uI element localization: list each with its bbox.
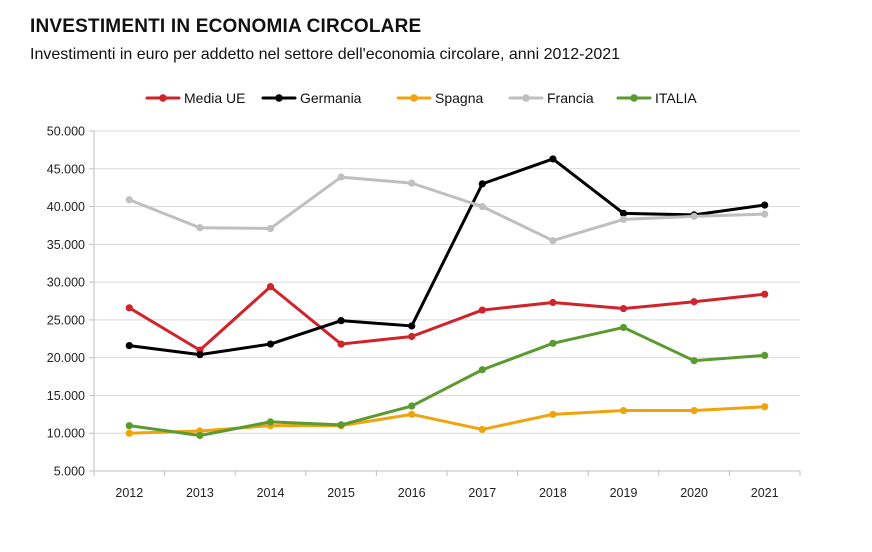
data-point-francia	[690, 212, 698, 220]
data-point-germania	[196, 351, 204, 359]
data-point-media-ue	[761, 290, 769, 298]
data-point-francia	[408, 179, 416, 187]
y-tick-label: 5.000	[54, 465, 85, 479]
data-point-media-ue	[408, 332, 416, 341]
y-tick-label: 50.000	[47, 125, 85, 139]
data-point-italia	[478, 366, 486, 374]
x-tick-label: 2014	[257, 486, 285, 500]
y-tick-label: 40.000	[47, 200, 85, 214]
data-point-italia	[619, 323, 628, 332]
data-point-francia	[337, 173, 345, 181]
legend-swatch-marker	[522, 94, 530, 102]
axes	[89, 130, 801, 476]
legend-item-francia: Francia	[508, 90, 594, 106]
y-tick-label: 10.000	[47, 427, 85, 441]
data-point-italia	[761, 351, 769, 359]
legend-swatch-marker	[275, 94, 283, 102]
legend: Media UE Germania Spagna Francia ITALIA	[145, 90, 697, 106]
series-line-francia	[127, 175, 767, 243]
data-point-media-ue	[478, 306, 486, 314]
data-point-spagna	[761, 403, 769, 411]
data-point-francia	[761, 210, 769, 218]
data-point-germania	[549, 155, 557, 163]
data-point-germania	[266, 340, 275, 348]
x-tick-label: 2017	[468, 486, 496, 500]
x-tick-label: 2013	[186, 486, 214, 500]
legend-swatch-marker	[410, 94, 418, 102]
grid-lines	[94, 130, 800, 434]
data-point-media-ue	[337, 340, 345, 348]
data-point-italia	[690, 357, 698, 365]
data-point-francia	[266, 224, 275, 233]
x-axis-tick-labels: 2012 2013 2014 2015 2016 2017 2018 2019 2020 2021	[115, 486, 778, 500]
data-point-italia	[337, 421, 345, 429]
x-tick-label: 2021	[751, 486, 779, 500]
data-point-francia	[478, 202, 486, 211]
y-axis-tick-labels: 5.000 10.000 15.000 20.000 25.000 30.000 35.00…	[47, 125, 85, 479]
y-tick-label: 25.000	[47, 313, 85, 327]
data-point-spagna	[619, 406, 628, 415]
data-point-francia	[125, 196, 133, 204]
legend-swatch-marker	[159, 94, 167, 102]
series-line-germania	[127, 157, 767, 357]
data-point-media-ue	[125, 304, 133, 312]
data-point-germania	[478, 180, 486, 188]
y-tick-label: 15.000	[47, 389, 85, 403]
x-tick-label: 2016	[398, 486, 426, 500]
legend-label: Francia	[547, 90, 594, 106]
series-line-media-ue	[127, 285, 767, 352]
data-point-francia	[619, 215, 628, 223]
x-tick-label: 2015	[327, 486, 355, 500]
data-point-francia	[196, 224, 204, 232]
y-tick-label: 30.000	[47, 276, 85, 290]
chart-subtitle: Investimenti in euro per addetto nel set…	[30, 46, 621, 63]
data-point-italia	[408, 402, 416, 410]
y-tick-label: 35.000	[47, 238, 85, 252]
series-layer	[125, 155, 769, 440]
legend-item-media-ue: Media UE	[145, 90, 245, 106]
legend-swatch-marker	[630, 94, 638, 102]
series-francia	[125, 173, 769, 245]
data-point-italia	[196, 431, 204, 440]
legend-label: Germania	[300, 90, 362, 106]
data-point-spagna	[478, 425, 486, 434]
x-tick-label: 2012	[115, 486, 143, 500]
data-point-spagna	[549, 410, 557, 418]
chart-title: INVESTIMENTI IN ECONOMIA CIRCOLARE	[30, 16, 422, 37]
data-point-media-ue	[690, 298, 698, 306]
data-point-media-ue	[549, 298, 557, 307]
data-point-germania	[761, 201, 769, 209]
legend-item-spagna: Spagna	[396, 90, 483, 106]
series-media-ue	[125, 283, 769, 354]
data-point-spagna	[125, 429, 133, 437]
legend-item-germania: Germania	[261, 90, 362, 106]
data-point-germania	[125, 341, 133, 350]
series-italia	[125, 323, 769, 440]
legend-label: Spagna	[435, 90, 483, 106]
legend-label: Media UE	[184, 90, 245, 106]
data-point-spagna	[408, 410, 416, 418]
legend-item-italia: ITALIA	[616, 90, 697, 106]
data-point-media-ue	[619, 304, 628, 313]
y-tick-label: 20.000	[47, 351, 85, 365]
x-tick-label: 2019	[610, 486, 638, 500]
x-tick-label: 2018	[539, 486, 567, 500]
legend-label: ITALIA	[655, 90, 697, 106]
series-line-italia	[127, 325, 767, 437]
data-point-italia	[549, 339, 557, 347]
data-point-media-ue	[266, 283, 275, 291]
series-germania	[125, 155, 769, 359]
data-point-germania	[337, 317, 345, 325]
data-point-spagna	[690, 406, 698, 415]
data-point-germania	[619, 209, 628, 217]
data-point-italia	[266, 418, 275, 426]
x-tick-label: 2020	[680, 486, 708, 500]
y-tick-label: 45.000	[47, 162, 85, 176]
data-point-italia	[125, 422, 133, 430]
data-point-francia	[549, 236, 557, 245]
data-point-germania	[408, 322, 416, 330]
